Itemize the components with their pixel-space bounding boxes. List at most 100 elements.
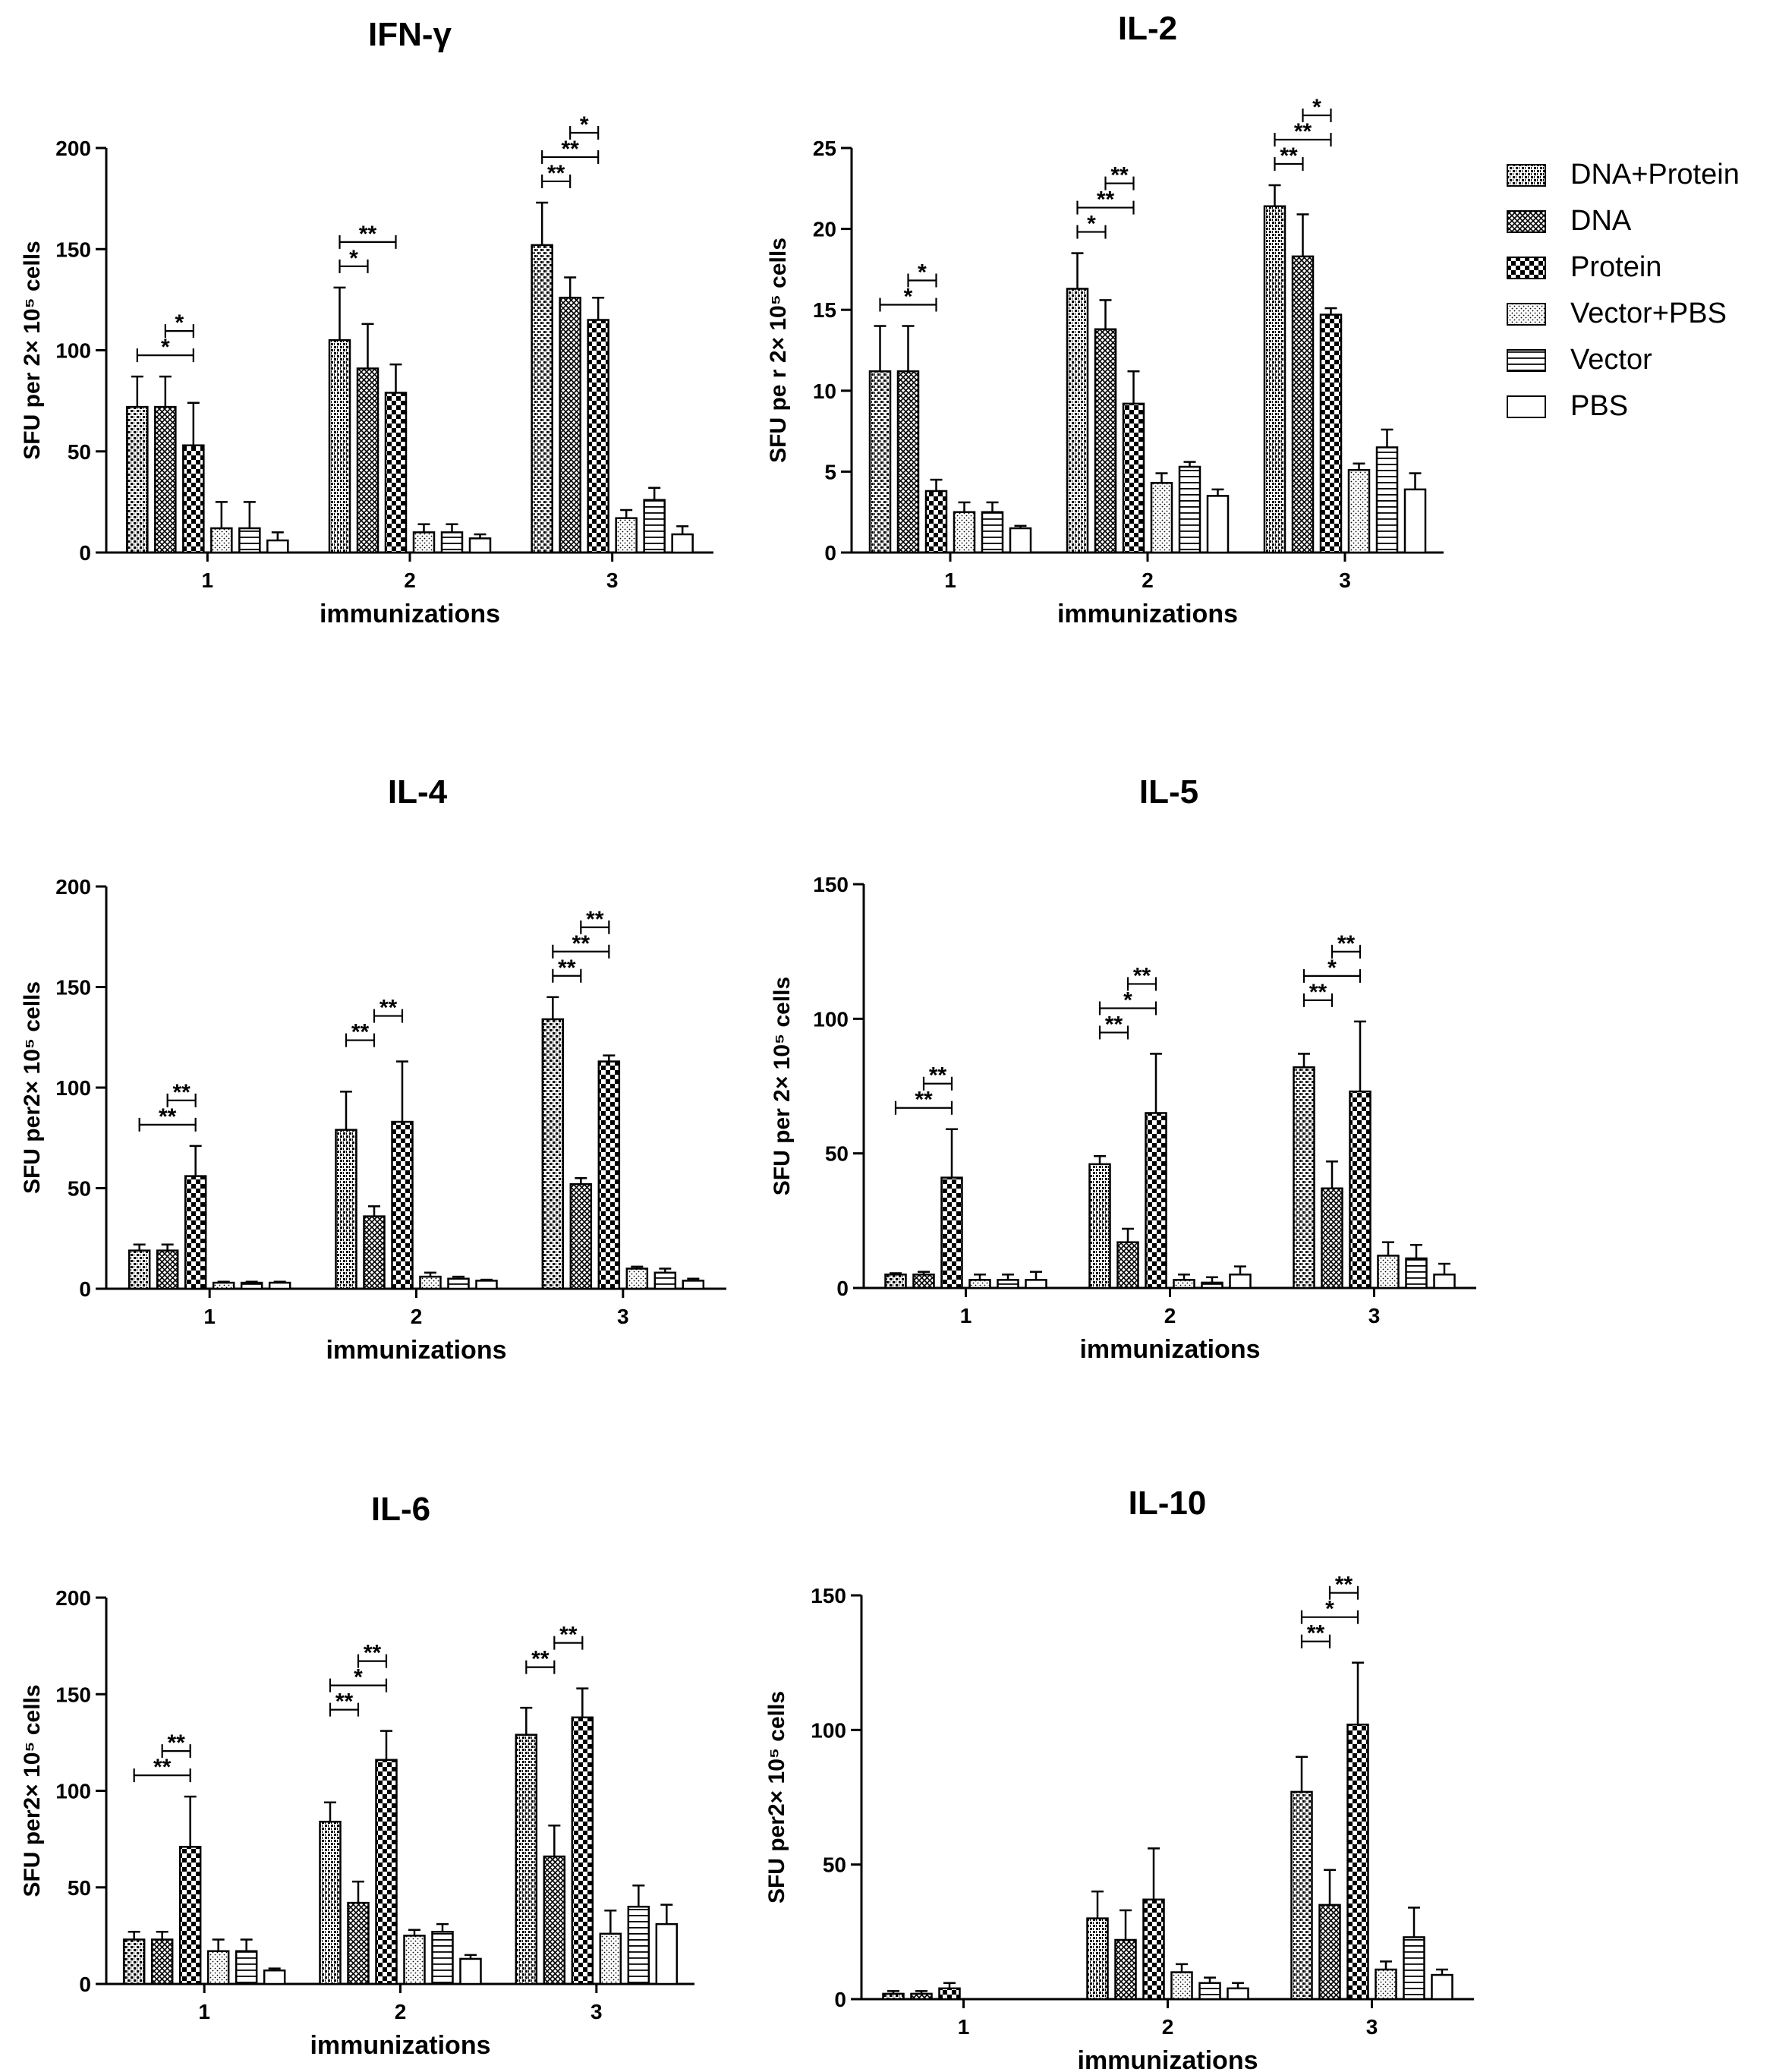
- y-tick-label: 150: [813, 873, 849, 896]
- bar-pbs: [671, 533, 694, 554]
- bar-protein: [571, 1716, 594, 1985]
- significance-label: *: [1123, 987, 1132, 1012]
- x-axis-title: immunizations: [310, 2031, 490, 2060]
- x-tick-label: 1: [960, 1304, 972, 1327]
- bar-pbs: [1229, 1274, 1252, 1289]
- y-tick-label: 50: [825, 1142, 849, 1166]
- significance-label: *: [349, 246, 358, 271]
- y-tick-label: 50: [68, 1876, 91, 1900]
- y-tick-label: 0: [79, 1277, 91, 1301]
- bar-pbs: [459, 1957, 482, 1985]
- significance-label: *: [918, 260, 927, 285]
- significance-label: **: [1294, 119, 1312, 144]
- y-tick-label: 10: [813, 379, 836, 403]
- significance-bracket: *: [339, 246, 369, 273]
- y-tick-label: 0: [836, 1277, 849, 1300]
- bar-vector-pbs: [953, 511, 976, 554]
- y-axis-title: SFU pe r 2× 10⁵ cells: [766, 238, 791, 463]
- chart-title: IFN-γ: [368, 16, 452, 53]
- panel-il10: IL-10 0 50 100 150 1 2 3 immunizations SFU per2× …: [764, 1485, 1474, 2072]
- x-tick-label: 3: [1368, 1304, 1381, 1327]
- bar-protein: [1319, 313, 1343, 554]
- significance-bracket: **: [541, 161, 572, 188]
- significance-label: *: [1087, 212, 1096, 237]
- y-axis-title: SFU per 2× 10⁵ cells: [20, 241, 45, 459]
- bar-vector: [440, 531, 464, 554]
- bar-pbs: [268, 1281, 291, 1290]
- panel-il5: IL-5 0 50 100 150 1 2 3 immunizations SFU per 2× …: [770, 773, 1476, 1364]
- bar-vector: [235, 1950, 258, 1985]
- bar-pbs: [468, 537, 492, 554]
- significance-bracket: **: [339, 222, 397, 249]
- significance-label: *: [1325, 1597, 1334, 1622]
- significance-bracket: *: [1302, 95, 1332, 123]
- x-tick-label: 1: [198, 2000, 210, 2023]
- y-tick-label: 100: [813, 1007, 849, 1031]
- bar-vector-pbs: [1170, 1971, 1193, 2001]
- bar-protein: [391, 1120, 414, 1290]
- bar-vector: [1201, 1281, 1223, 1289]
- bar-vector-pbs: [210, 527, 233, 554]
- bar-vector-pbs: [968, 1279, 991, 1289]
- bar-protein: [587, 319, 609, 554]
- bar-protein: [178, 1846, 202, 1985]
- bar-dna: [1318, 1904, 1341, 2001]
- bar-protein: [1349, 1090, 1371, 1289]
- x-tick-label: 2: [404, 568, 416, 592]
- legend-label: Protein: [1570, 251, 1662, 283]
- bar-pbs: [682, 1280, 705, 1290]
- legend-item-vector-pbs: Vector+PBS: [1507, 291, 1768, 337]
- significance-bracket: **: [357, 1641, 388, 1668]
- significance-bracket: *: [164, 310, 194, 339]
- x-axis-title: immunizations: [1079, 1335, 1260, 1364]
- bar-vector: [653, 1271, 677, 1290]
- significance-bracket: **: [552, 956, 582, 983]
- bar-protein: [384, 392, 408, 554]
- significance-bracket: **: [1328, 1573, 1359, 1600]
- y-axis-title: SFU per2× 10⁵ cells: [20, 981, 45, 1194]
- legend-swatch: [1507, 302, 1546, 326]
- bar-protein: [182, 444, 205, 554]
- significance-bracket: **: [1098, 1012, 1129, 1040]
- bar-dna: [910, 1992, 933, 2001]
- bar-dna: [569, 1182, 593, 1290]
- bar-dna-protein: [328, 339, 351, 554]
- significance-bracket: *: [879, 285, 937, 312]
- bar-vector-pbs: [206, 1950, 230, 1985]
- bar-dna-protein: [122, 1938, 146, 1985]
- bar-vector: [1198, 1982, 1221, 2001]
- legend-swatch: [1507, 348, 1546, 372]
- x-tick-label: 1: [203, 1305, 216, 1328]
- y-tick-label: 50: [68, 440, 91, 464]
- x-tick-label: 2: [411, 1305, 423, 1328]
- significance-label: **: [531, 1647, 550, 1672]
- bar-vector-pbs: [599, 1932, 622, 1985]
- significance-bracket: *: [1098, 987, 1157, 1016]
- bar-dna-protein: [128, 1249, 151, 1290]
- significance-label: **: [335, 1689, 354, 1715]
- significance-label: **: [1105, 1012, 1123, 1037]
- x-tick-label: 3: [617, 1305, 629, 1328]
- bar-dna: [1116, 1241, 1139, 1289]
- bar-vector: [981, 511, 1004, 554]
- bar-vector-pbs: [1375, 1968, 1397, 2001]
- significance-bracket: **: [894, 1088, 953, 1115]
- y-tick-label: 0: [79, 1973, 91, 1996]
- significance-bracket: **: [345, 1020, 376, 1047]
- bar-dna-protein: [884, 1274, 907, 1289]
- significance-bracket: **: [552, 931, 610, 959]
- legend-label: DNA: [1570, 205, 1632, 237]
- bar-dna: [363, 1215, 386, 1290]
- bar-vector-pbs: [412, 531, 436, 554]
- bar-protein: [938, 1987, 961, 2001]
- chart-title: IL-4: [388, 773, 448, 811]
- significance-label: *: [175, 310, 184, 335]
- panel-il2: IL-2 0 5 10 15 20 25 1 2 3 immunizations SFU pe r 2…: [766, 10, 1444, 628]
- significance-bracket: **: [1126, 963, 1157, 991]
- bar-dna-protein: [1086, 1917, 1109, 2001]
- bar-vector: [627, 1905, 650, 1985]
- bar-pbs: [1431, 1973, 1453, 2001]
- y-tick-label: 0: [79, 541, 91, 565]
- bar-vector-pbs: [1173, 1279, 1195, 1289]
